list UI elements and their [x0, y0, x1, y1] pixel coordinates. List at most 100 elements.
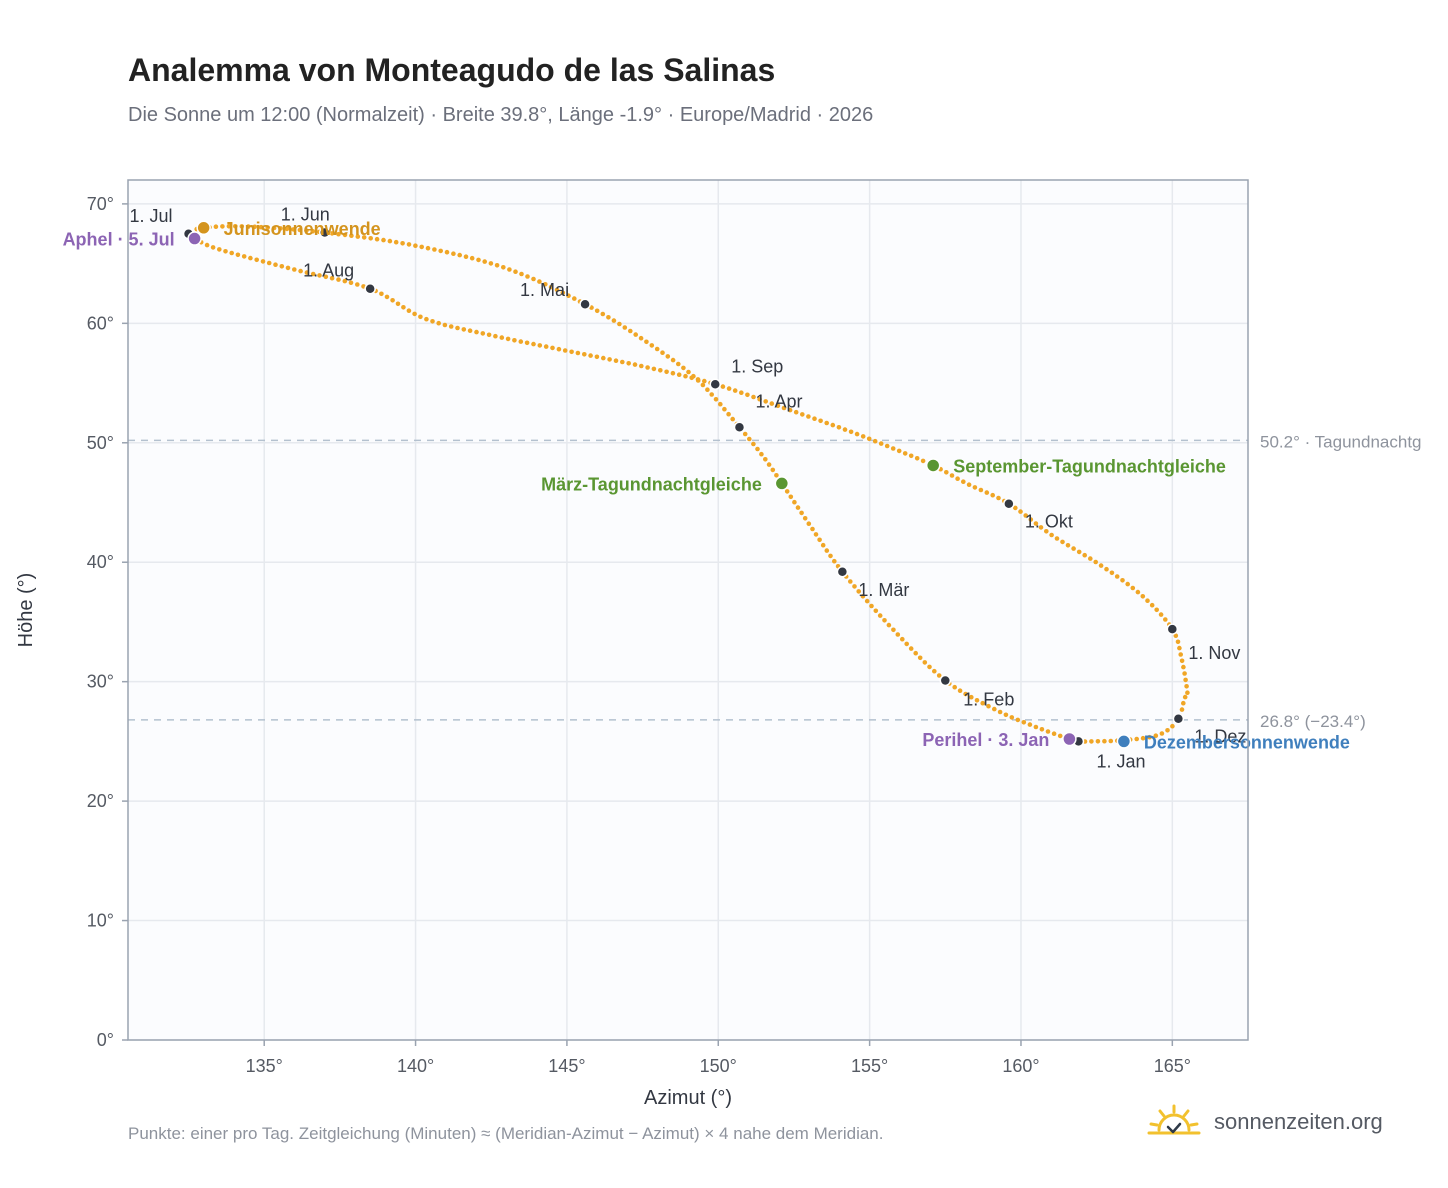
day-point — [513, 269, 518, 275]
day-point — [732, 388, 738, 393]
day-point — [1054, 536, 1060, 541]
day-point — [329, 275, 335, 281]
day-point — [1023, 513, 1028, 518]
month-label: 1. Jul — [130, 206, 173, 226]
day-point — [562, 348, 568, 353]
day-point — [1182, 694, 1188, 700]
day-point — [1125, 581, 1130, 587]
day-point — [755, 446, 760, 452]
month-label: 1. Mär — [858, 580, 909, 600]
day-point — [872, 438, 878, 444]
day-point — [854, 431, 860, 437]
day-point — [455, 325, 460, 331]
day-point — [442, 322, 448, 328]
day-point — [1018, 509, 1023, 514]
day-point — [381, 237, 386, 243]
day-point — [1076, 549, 1082, 555]
day-point — [963, 691, 968, 697]
day-point — [1134, 736, 1139, 742]
day-point — [480, 331, 486, 336]
day-point — [329, 231, 335, 236]
day-point — [944, 470, 949, 475]
day-point — [720, 384, 726, 389]
axis-ticks: 135° 140° 145° 150° 155° 160° 165° 0° 10° 20° 30° 4… — [87, 194, 1191, 1076]
x-tick-label: 150° — [700, 1056, 737, 1076]
event-label: Dezembersonnenwende — [1144, 732, 1350, 752]
month-marker — [939, 674, 952, 687]
day-point — [651, 366, 657, 372]
day-point — [611, 318, 617, 323]
day-point — [800, 412, 805, 417]
event-marker — [774, 476, 790, 491]
day-point — [702, 378, 707, 384]
day-point — [566, 293, 571, 299]
day-point — [395, 301, 401, 307]
day-point — [986, 703, 991, 709]
day-point — [757, 396, 762, 402]
day-point — [984, 490, 990, 495]
event-label: September-Tagundnachtgleiche — [953, 456, 1226, 476]
day-point — [1033, 724, 1039, 730]
day-point — [390, 298, 395, 303]
day-point — [848, 429, 854, 435]
day-point — [936, 673, 942, 678]
day-point — [266, 260, 272, 266]
day-point — [406, 308, 412, 314]
day-point — [904, 641, 909, 647]
day-point — [537, 279, 542, 284]
day-point — [830, 422, 836, 428]
day-point — [774, 473, 779, 478]
day-point — [323, 274, 329, 280]
month-marker — [1172, 712, 1185, 725]
day-point — [1051, 731, 1057, 736]
brand-name: sonnenzeiten.org — [1214, 1109, 1383, 1134]
month-label: 1. Jan — [1096, 751, 1145, 771]
day-point — [569, 349, 574, 355]
chart-title: Analemma von Monteagudo de las Salinas — [128, 52, 776, 88]
day-point — [1140, 594, 1146, 599]
month-label: 1. Dez — [1194, 727, 1246, 747]
day-point — [890, 446, 896, 451]
day-point — [220, 224, 225, 229]
day-point — [860, 594, 866, 599]
month-marker — [1003, 497, 1015, 510]
day-point — [628, 328, 633, 334]
day-point — [252, 224, 257, 230]
day-point — [917, 655, 923, 661]
day-point — [972, 485, 978, 490]
day-point — [229, 250, 234, 256]
day-point — [292, 267, 297, 272]
day-point — [730, 416, 735, 422]
day-point — [413, 243, 418, 248]
event-marker — [196, 220, 211, 236]
day-point — [920, 458, 926, 464]
day-point — [336, 231, 341, 237]
day-point — [1003, 712, 1009, 718]
day-point — [1130, 585, 1136, 591]
day-point — [961, 479, 966, 485]
day-point — [902, 451, 908, 456]
day-point — [254, 257, 259, 263]
day-point — [781, 405, 787, 411]
day-point — [246, 224, 251, 229]
day-point — [342, 278, 348, 284]
day-point — [613, 358, 619, 364]
day-point — [1038, 525, 1044, 530]
day-point — [1060, 539, 1065, 545]
month-marker — [579, 298, 591, 310]
day-point — [1098, 563, 1104, 568]
day-point — [393, 239, 399, 245]
day-point — [448, 324, 454, 329]
day-point — [607, 357, 612, 362]
day-point — [996, 495, 1001, 501]
day-point — [310, 271, 316, 277]
day-point — [1027, 722, 1033, 727]
day-point — [210, 245, 216, 250]
day-point — [560, 290, 566, 296]
day-point — [949, 473, 955, 478]
day-point — [836, 425, 842, 430]
day-point — [1178, 652, 1183, 657]
day-point — [271, 225, 277, 231]
day-point — [1181, 700, 1186, 706]
day-point — [670, 370, 676, 376]
